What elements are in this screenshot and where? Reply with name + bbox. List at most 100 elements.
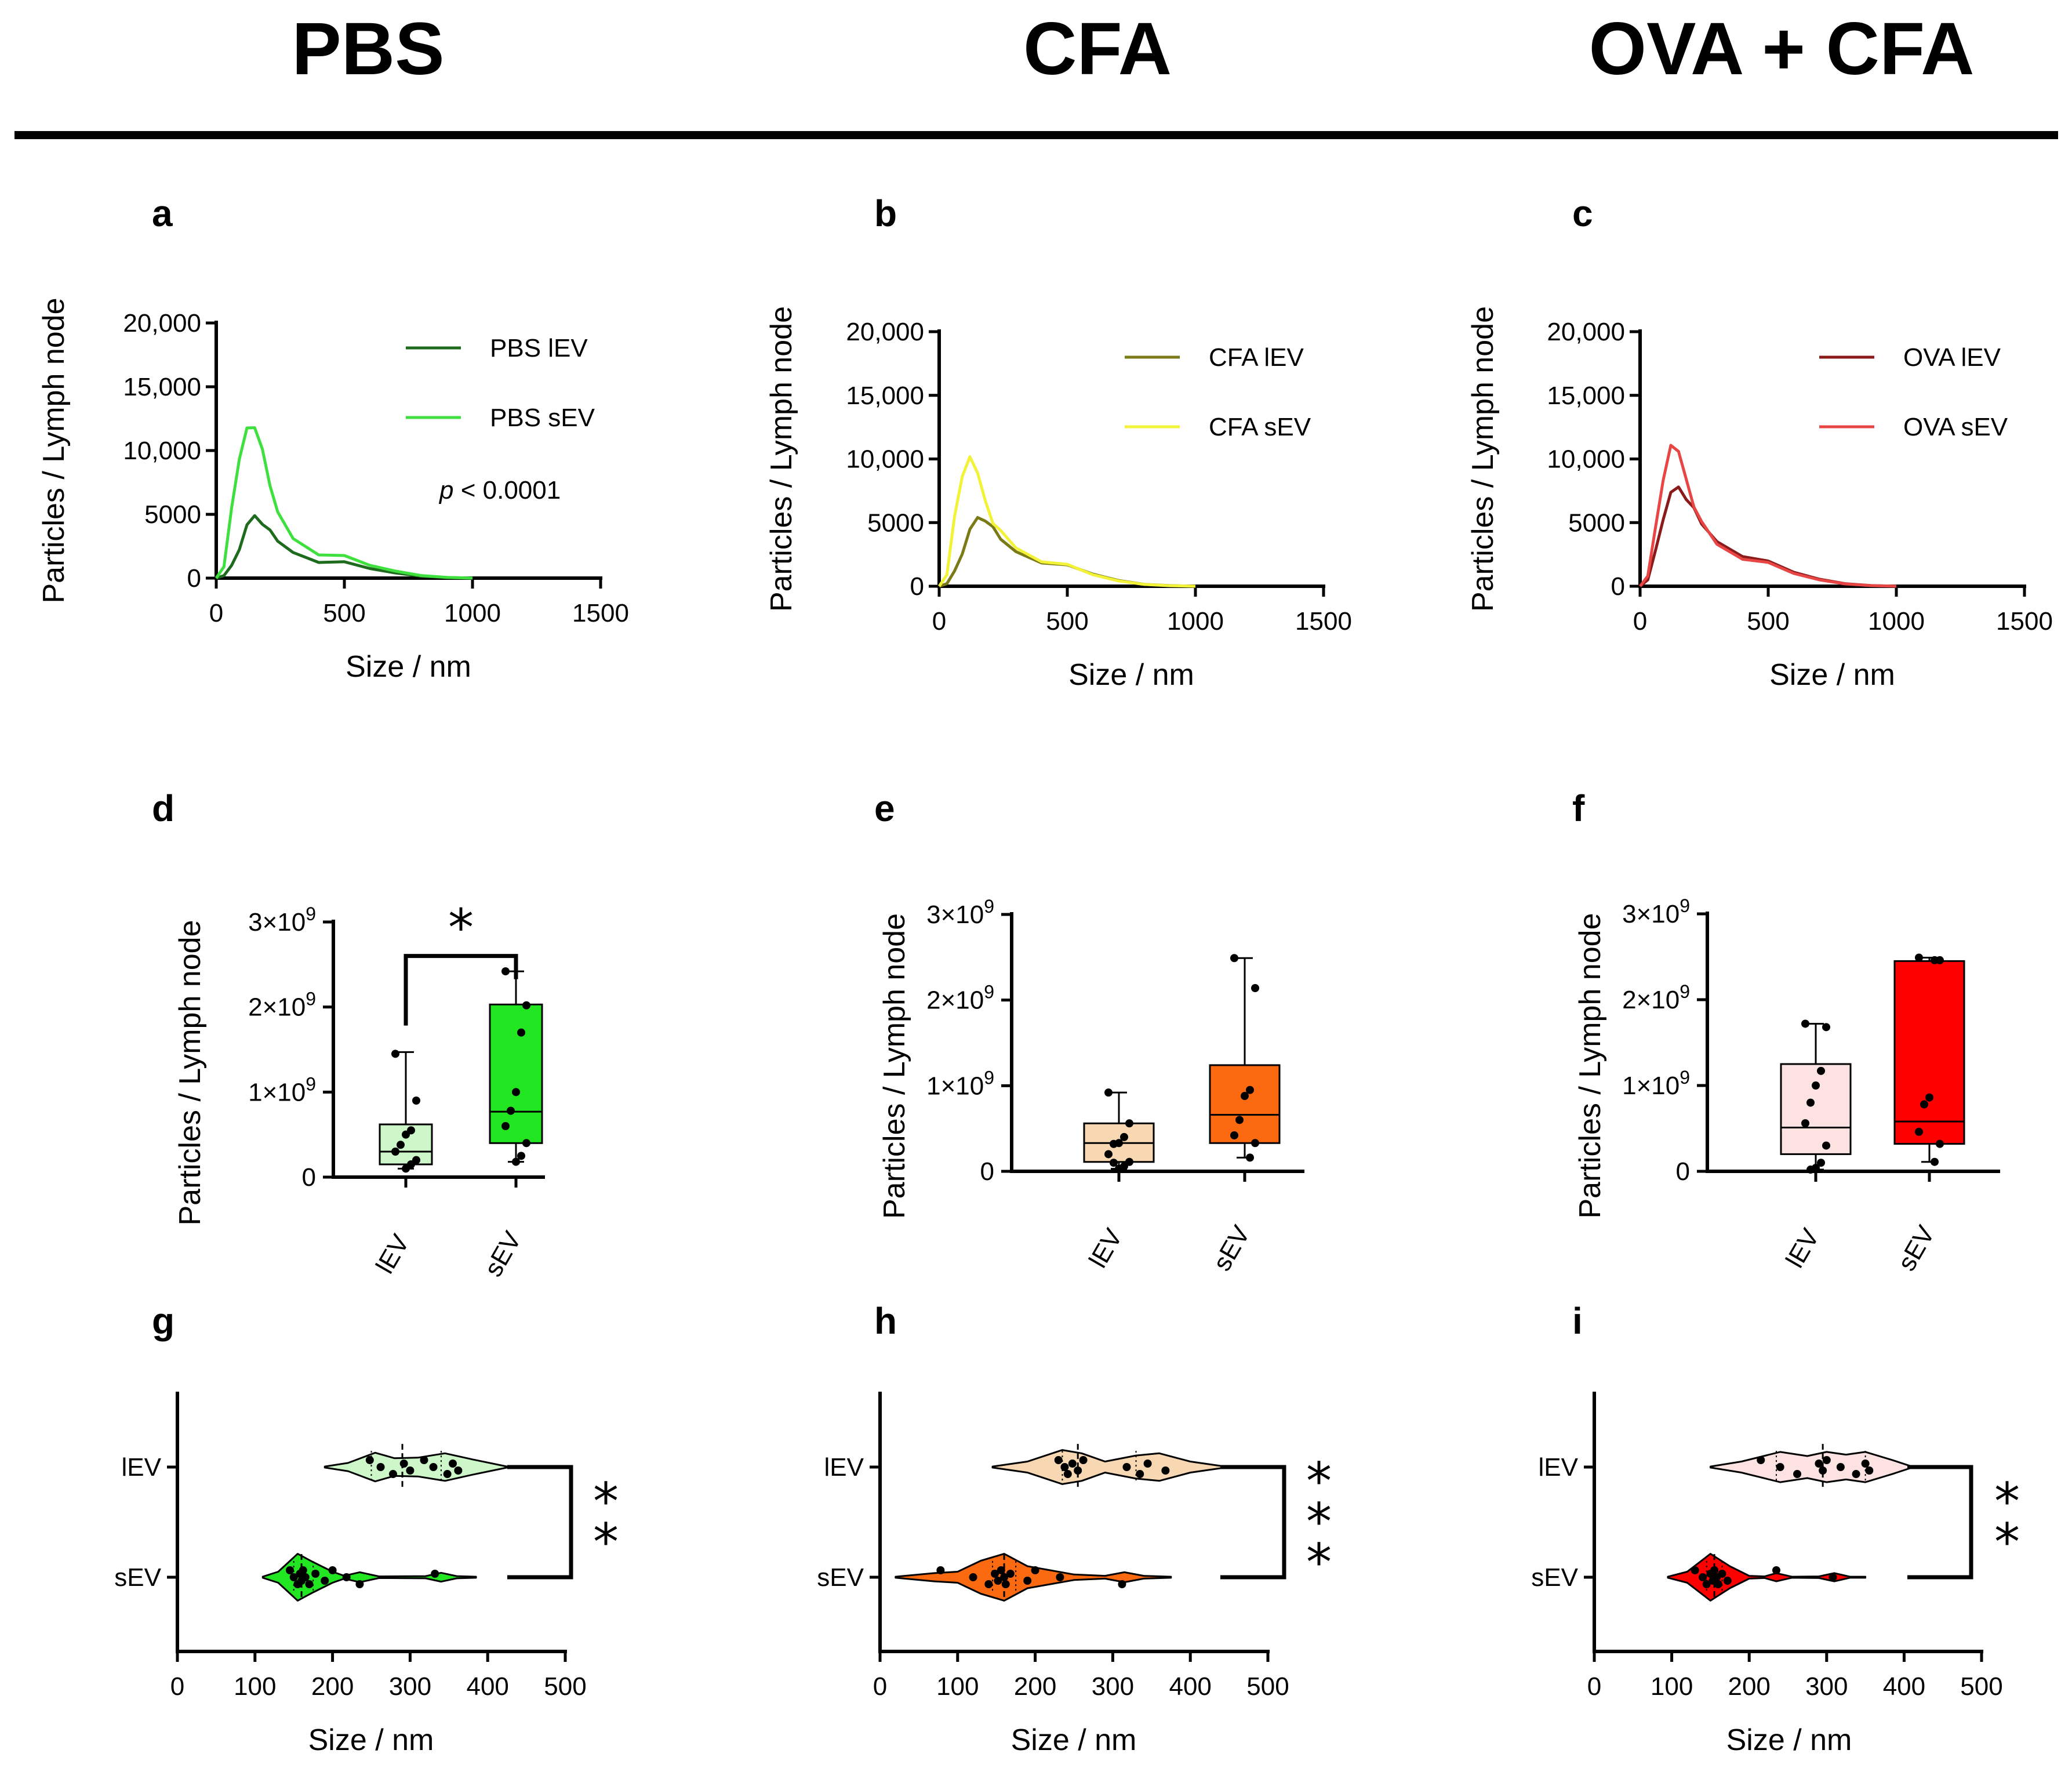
y-axis-label-c: Particles / Lymph node bbox=[1466, 306, 1500, 612]
header-divider bbox=[14, 131, 2058, 139]
y-tick-label-base: 0 bbox=[980, 1157, 994, 1186]
data-point-h-sEV bbox=[1000, 1573, 1009, 1581]
column-title-cfa: CFA bbox=[1023, 8, 1172, 90]
data-point-e-lEV bbox=[1120, 1132, 1128, 1141]
data-point-f-lEV bbox=[1806, 1098, 1815, 1107]
data-point-d-sEV bbox=[507, 1106, 515, 1115]
data-point-g-lEV bbox=[399, 1460, 408, 1468]
data-point-h-sEV bbox=[969, 1573, 977, 1581]
data-point-h-lEV bbox=[1136, 1470, 1144, 1478]
x-tick-label-a: 1500 bbox=[572, 599, 629, 627]
data-point-g-sEV bbox=[301, 1573, 310, 1581]
category-label-e: sEV bbox=[1208, 1221, 1256, 1276]
legend-label-b-0: CFA lEV bbox=[1209, 343, 1304, 372]
significance-bracket-h bbox=[1220, 1465, 1286, 1580]
y-tick-label-b: 20,000 bbox=[846, 318, 924, 346]
data-point-g-sEV bbox=[342, 1573, 351, 1581]
data-point-i-lEV bbox=[1861, 1460, 1870, 1468]
violin-h-lEV bbox=[991, 1449, 1226, 1485]
data-point-h-sEV bbox=[936, 1566, 945, 1574]
x-tick-label-i: 300 bbox=[1805, 1672, 1848, 1701]
column-title-ova-cfa: OVA + CFA bbox=[1588, 8, 1975, 90]
y-tick-label-b: 5000 bbox=[867, 509, 924, 537]
data-point-h-lEV bbox=[1060, 1463, 1069, 1471]
data-point-i-sEV bbox=[1691, 1566, 1699, 1574]
data-point-i-sEV bbox=[1723, 1577, 1732, 1585]
data-point-h-lEV bbox=[1074, 1466, 1082, 1475]
data-point-d-lEV bbox=[391, 1148, 399, 1156]
data-point-g-lEV bbox=[443, 1470, 452, 1478]
box-e-sEV bbox=[1209, 1064, 1281, 1144]
data-point-d-sEV bbox=[522, 1139, 530, 1148]
data-point-i-lEV bbox=[1793, 1470, 1802, 1478]
data-point-i-lEV bbox=[1815, 1460, 1823, 1468]
x-tick-label-g: 500 bbox=[544, 1672, 586, 1701]
significance-star: * bbox=[1306, 1451, 1332, 1511]
category-label-g: sEV bbox=[114, 1563, 161, 1592]
y-tick-label-a: 5000 bbox=[144, 500, 201, 529]
y-tick-label-b: 15,000 bbox=[846, 382, 924, 410]
x-tick-label-a: 0 bbox=[209, 599, 223, 627]
violin-h-sEV bbox=[895, 1553, 1172, 1602]
data-point-h-lEV bbox=[1054, 1456, 1063, 1464]
y-tick-label-base: 1×10 bbox=[248, 1078, 306, 1106]
data-point-i-sEV bbox=[1718, 1570, 1726, 1578]
significance-star: * bbox=[1306, 1533, 1332, 1592]
data-point-f-lEV bbox=[1817, 1159, 1825, 1167]
data-point-g-sEV bbox=[321, 1577, 329, 1585]
x-tick-label-h: 100 bbox=[936, 1672, 979, 1701]
data-point-h-lEV bbox=[1068, 1460, 1077, 1468]
x-tick-label-c: 500 bbox=[1747, 607, 1789, 636]
y-tick-label-c: 10,000 bbox=[1547, 445, 1625, 474]
data-point-h-sEV bbox=[984, 1580, 993, 1588]
y-tick-label-base: 2×10 bbox=[248, 993, 306, 1022]
significance-bracket-i bbox=[1907, 1465, 1973, 1580]
data-point-i-sEV bbox=[1699, 1573, 1707, 1581]
data-point-h-sEV bbox=[1031, 1566, 1039, 1574]
data-point-f-lEV bbox=[1806, 1166, 1815, 1174]
x-tick-label-h: 300 bbox=[1092, 1672, 1134, 1701]
panel-letter-h: h bbox=[874, 1300, 897, 1342]
data-point-i-lEV bbox=[1757, 1456, 1765, 1464]
data-point-e-lEV bbox=[1104, 1088, 1113, 1097]
data-point-f-lEV bbox=[1812, 1081, 1820, 1090]
y-tick-label-base: 0 bbox=[1676, 1157, 1690, 1186]
panel-letter-d: d bbox=[152, 787, 175, 829]
x-tick-label-a: 1000 bbox=[444, 599, 501, 627]
data-point-e-lEV bbox=[1104, 1150, 1113, 1159]
y-axis-label-b: Particles / Lymph node bbox=[765, 306, 798, 612]
data-point-i-sEV bbox=[1710, 1566, 1719, 1574]
x-tick-label-i: 500 bbox=[1960, 1672, 2002, 1701]
significance-stars-g: * * bbox=[593, 1472, 619, 1572]
category-label-i: lEV bbox=[1539, 1453, 1579, 1482]
y-tick-label-base: 0 bbox=[302, 1163, 316, 1192]
p-value-annotation: p < 0.0001 bbox=[438, 476, 561, 504]
data-point-d-lEV bbox=[412, 1097, 420, 1105]
series-line-a-1 bbox=[215, 426, 473, 580]
series-line-c-0 bbox=[1639, 485, 1897, 588]
y-tick-label-f: 2×109 bbox=[1622, 981, 1690, 1014]
data-point-f-lEV bbox=[1817, 1066, 1825, 1075]
legend-label-c-0: OVA lEV bbox=[1903, 343, 2001, 372]
data-point-h-sEV bbox=[994, 1577, 1002, 1585]
x-tick-label-b: 1000 bbox=[1167, 607, 1224, 636]
data-point-i-sEV bbox=[1829, 1573, 1837, 1581]
panel-letter-b: b bbox=[874, 193, 897, 234]
data-point-e-sEV bbox=[1251, 983, 1259, 992]
data-point-g-lEV bbox=[365, 1456, 374, 1464]
data-point-g-sEV bbox=[305, 1580, 314, 1588]
x-tick-label-i: 200 bbox=[1728, 1672, 1770, 1701]
data-point-h-lEV bbox=[1122, 1463, 1131, 1471]
data-point-g-sEV bbox=[299, 1566, 307, 1574]
y-tick-label-d: 0 bbox=[302, 1163, 316, 1192]
box-f-sEV bbox=[1893, 960, 1965, 1145]
data-point-g-sEV bbox=[328, 1566, 337, 1574]
data-point-g-sEV bbox=[289, 1573, 298, 1581]
chart-panel-c: c 0 5000 10,000 15,000 20,000 0 500 1000 1500 Size… bbox=[1466, 193, 2053, 692]
y-tick-label-c: 15,000 bbox=[1547, 382, 1625, 410]
data-point-f-lEV bbox=[1822, 1023, 1830, 1032]
data-point-d-sEV bbox=[501, 967, 510, 976]
x-axis-label-i: Size / nm bbox=[1726, 1723, 1852, 1757]
